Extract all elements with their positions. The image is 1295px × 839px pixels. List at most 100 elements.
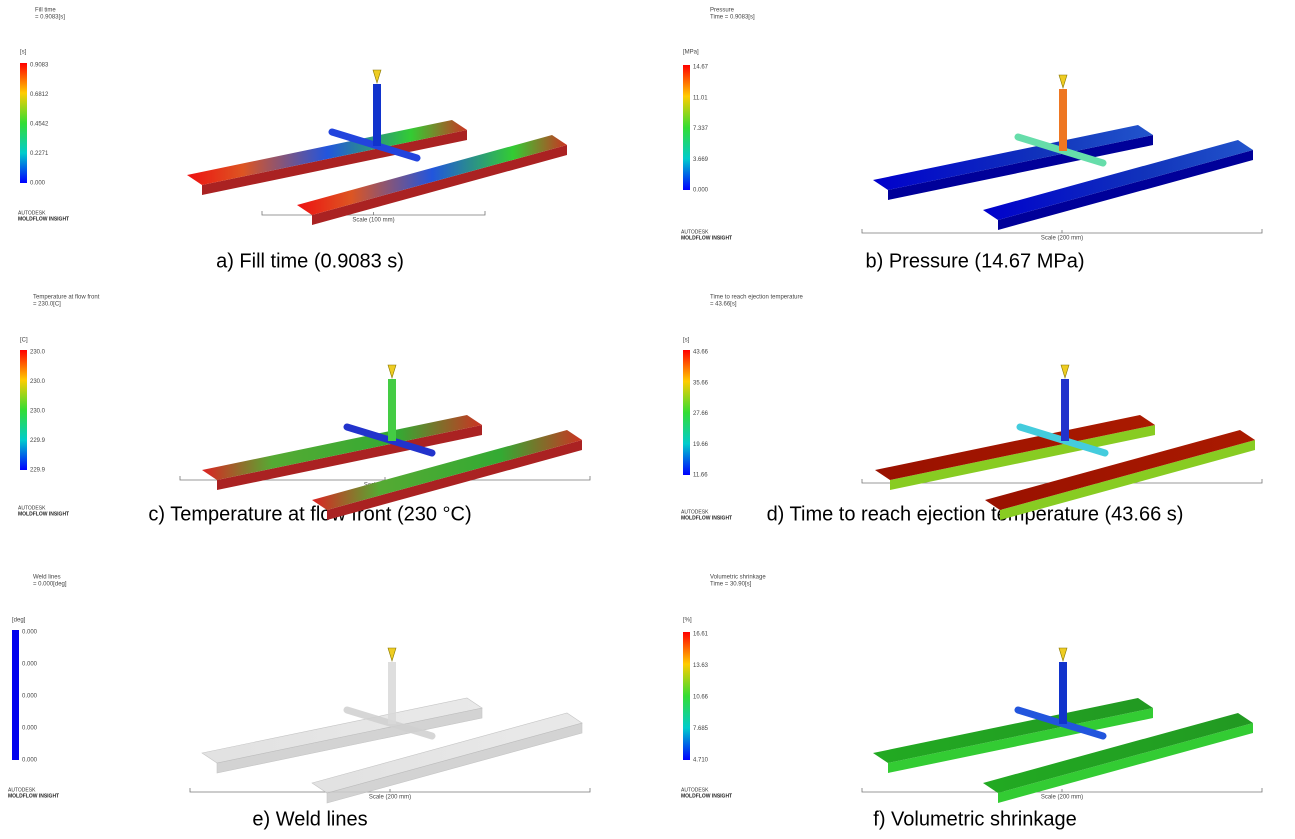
part-side: [312, 145, 567, 225]
legend-unit: [MPa]: [683, 50, 699, 56]
part-side: [217, 425, 482, 490]
color-bar: [20, 350, 27, 470]
result-subtitle: = 0.9083[s]: [35, 15, 65, 21]
legend-tick-label: 3.669: [693, 157, 709, 163]
injection-point: [372, 69, 382, 85]
part-cavity: [983, 713, 1253, 793]
legend-tick-label: 4.710: [693, 758, 709, 764]
color-bar: [12, 630, 19, 760]
part-side: [1000, 440, 1255, 520]
brand-line: MOLDFLOW INSIGHT: [18, 511, 69, 517]
brand-line: AUTODESK: [8, 787, 36, 793]
part-cavity: [983, 140, 1253, 220]
result-subtitle: = 0.000[deg]: [33, 582, 67, 588]
scale-bar: [261, 211, 486, 216]
legend-tick-label: 229.9: [30, 468, 46, 474]
part-side: [327, 440, 582, 520]
legend-tick-label: 0.2271: [30, 151, 49, 157]
color-bar: [683, 350, 690, 475]
scale-label: Scale (100 mm): [352, 218, 394, 224]
part-side: [888, 708, 1153, 773]
legend-tick-label: 0.000: [22, 662, 38, 668]
part-cavity: [312, 430, 582, 510]
caption: a) Fill time (0.9083 s): [216, 250, 404, 272]
legend-tick-label: 0.4542: [30, 122, 49, 128]
result-panel: Time to reach ejection temperature= 43.6…: [681, 295, 1263, 525]
injection-point: [1060, 364, 1070, 380]
result-subtitle: Time = 30.90[s]: [710, 582, 752, 588]
part-side: [890, 425, 1155, 490]
legend-tick-label: 0.000: [22, 758, 38, 764]
part-side: [998, 150, 1253, 230]
legend-tick-label: 0.6812: [30, 92, 49, 98]
part-cavity: [873, 698, 1153, 763]
part-cavity: [297, 135, 567, 215]
part-cavity: [985, 430, 1255, 510]
legend-unit: [s]: [20, 50, 27, 56]
scale-bar: [189, 788, 591, 793]
result-title: Temperature at flow front: [33, 295, 100, 301]
caption: e) Weld lines: [252, 808, 367, 830]
part-side: [202, 130, 467, 195]
result-panel: Weld lines= 0.000[deg] [deg] 0.000 0.000 0.0…: [8, 575, 591, 830]
legend-tick-label: 0.9083: [30, 63, 49, 69]
scale-label: Scale (200 mm): [1041, 795, 1083, 801]
legend-tick-label: 10.66: [693, 695, 709, 701]
result-title: Weld lines: [33, 575, 61, 581]
color-bar: [20, 63, 27, 183]
result-title: Volumetric shrinkage: [710, 575, 766, 581]
sprue: [373, 84, 381, 146]
brand-line: MOLDFLOW INSIGHT: [18, 216, 69, 222]
scale-bar: [861, 788, 1263, 793]
injection-point: [1058, 647, 1068, 663]
color-bar: [683, 632, 690, 760]
legend-tick-label: 0.000: [22, 630, 38, 636]
scale-label: Scale (200 mm): [369, 795, 411, 801]
legend-tick-label: 43.66: [693, 350, 709, 356]
result-subtitle: Time = 0.9083[s]: [710, 15, 755, 21]
color-bar: [683, 65, 690, 190]
legend-tick-label: 0.000: [30, 181, 46, 187]
sprue: [1061, 379, 1069, 441]
legend-unit: [%]: [683, 618, 692, 624]
brand-line: MOLDFLOW INSIGHT: [8, 793, 59, 799]
legend-unit: [s]: [683, 338, 690, 344]
legend-tick-label: 11.01: [693, 95, 708, 101]
result-panel: Fill time= 0.9083[s] [s] 0.9083 0.6812 0.454…: [18, 8, 567, 272]
part-side: [998, 723, 1253, 803]
caption: b) Pressure (14.67 MPa): [866, 250, 1085, 272]
part-cavity: [875, 415, 1155, 480]
caption: d) Time to reach ejection temperature (4…: [767, 503, 1184, 525]
scale-label: Scale (200 mm): [1041, 236, 1083, 242]
legend-tick-label: 230.0: [30, 379, 46, 385]
legend-tick-label: 229.9: [30, 438, 46, 444]
legend-tick-label: 7.685: [693, 726, 709, 732]
legend-tick-label: 19.66: [693, 442, 709, 448]
brand-line: MOLDFLOW INSIGHT: [681, 235, 732, 241]
legend-tick-label: 0.000: [22, 726, 38, 732]
injection-point: [387, 647, 397, 663]
injection-point: [1058, 74, 1068, 90]
result-panel: Temperature at flow front= 230.0[C][C]23…: [18, 295, 591, 525]
legend-tick-label: 13.63: [693, 663, 709, 669]
brand-line: AUTODESK: [18, 210, 46, 216]
part-cavity: [202, 415, 482, 480]
result-title: Fill time: [35, 8, 56, 14]
legend-tick-label: 230.0: [30, 409, 46, 415]
legend-tick-label: 11.66: [693, 473, 708, 479]
part-cavity: [187, 120, 467, 185]
legend-tick-label: 230.0: [30, 350, 46, 356]
legend-unit: [C]: [20, 338, 28, 344]
result-subtitle: = 230.0[C]: [33, 302, 61, 308]
legend-tick-label: 0.000: [693, 188, 709, 194]
part-side: [888, 135, 1153, 200]
sprue: [1059, 662, 1067, 724]
legend-tick-label: 7.337: [693, 126, 709, 132]
part-cavity: [311, 712, 583, 794]
sprue: [388, 379, 396, 441]
legend-unit: [deg]: [12, 618, 26, 624]
injection-point: [387, 364, 397, 380]
legend-tick-label: 14.67: [693, 65, 709, 71]
